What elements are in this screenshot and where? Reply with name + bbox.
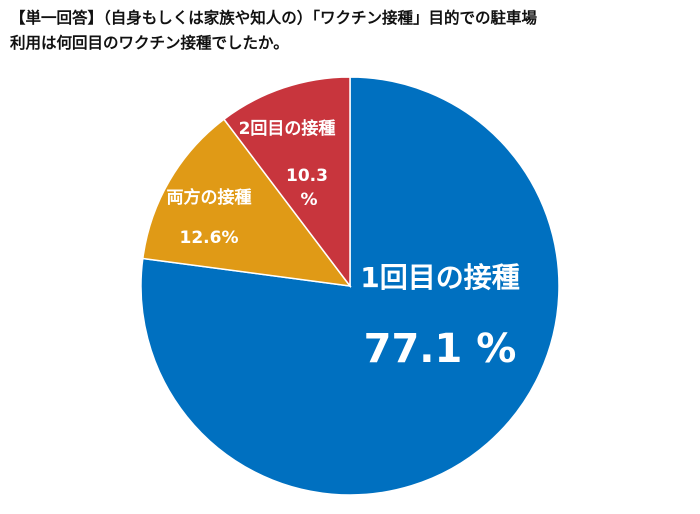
slice-label-group-second-dose: 2回目の接種 10.3 % [239, 118, 336, 210]
pie-slice-first-dose [140, 76, 560, 496]
slice-value-second-dose-number: 10.3 [286, 166, 328, 186]
slice-label-first-dose: 1回目の接種 [360, 261, 519, 294]
chart-title-line-1: 【単一回答】（自身もしくは家族や知人の）「ワクチン接種」目的での駐車場 [10, 9, 538, 27]
chart-title: 【単一回答】（自身もしくは家族や知人の）「ワクチン接種」目的での駐車場 利用は何… [10, 6, 690, 56]
slice-value-both-doses: 12.6% [180, 228, 239, 248]
slice-value-first-dose: 77.1 % [364, 326, 517, 372]
pie-slice-both-doses [141, 118, 352, 287]
pie-slice-second-dose [222, 76, 351, 289]
slice-label-group-both-doses: 両方の接種 12.6% [167, 187, 252, 248]
chart-title-line-2: 利用は何回目のワクチン接種でしたか。 [10, 34, 289, 52]
slice-label-both-doses: 両方の接種 [167, 187, 252, 208]
slice-label-second-dose: 2回目の接種 [239, 118, 336, 139]
pie-slices [140, 76, 560, 496]
slice-label-group-first-dose: 1回目の接種 77.1 % [360, 261, 519, 372]
slice-value-second-dose-percent: % [300, 190, 317, 210]
